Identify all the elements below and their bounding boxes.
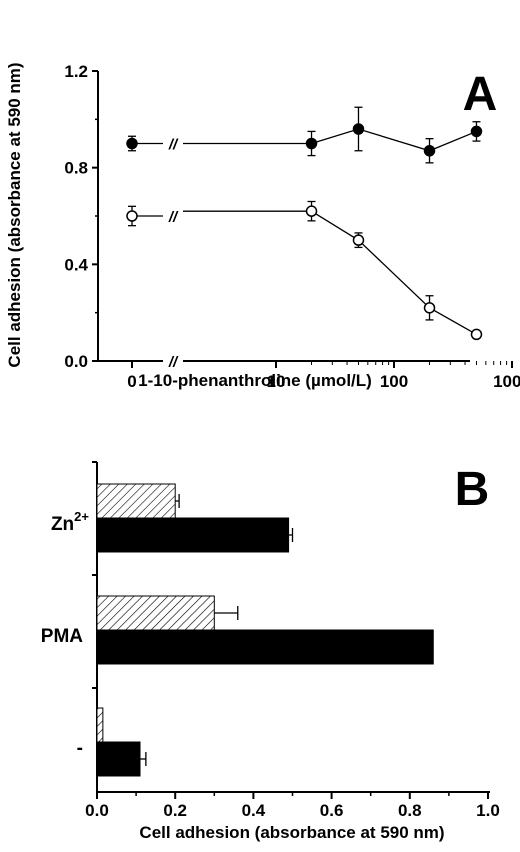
panel-b-category-label: Zn2+ xyxy=(51,509,89,535)
panel-b-x-tick-label: 0.0 xyxy=(85,801,109,820)
panel-b-x-tick-label: 0.4 xyxy=(242,801,266,820)
panel-b-x-axis-label: Cell adhesion (absorbance at 590 nm) xyxy=(139,823,444,842)
panel-a-x-tick-label: 0 xyxy=(127,372,136,391)
panel-a-series-1-point xyxy=(423,302,436,314)
panel-b-letter: B xyxy=(455,463,490,516)
panel-b-category-label: - xyxy=(77,738,83,759)
panel-a-series-0-point xyxy=(305,137,318,150)
panel-a-axis-break-marker: // xyxy=(168,354,179,371)
panel-a-series-0-point xyxy=(352,123,365,135)
panel-b-x-tick-label: 1.0 xyxy=(476,801,500,820)
panel-b-marks xyxy=(96,483,434,777)
panel-b-category-label: PMA xyxy=(41,626,84,647)
panel-a-x-axis-label: 1-10-phenanthroline (µmol/L) xyxy=(138,371,372,390)
panel-b-x-tick-label: 0.2 xyxy=(163,801,187,820)
panel-b-bar-solid xyxy=(96,741,141,777)
panel-a-marks: // // xyxy=(126,106,483,341)
panel-b-bar-hatched xyxy=(96,595,215,631)
panel-a-axes: // 0.0 0.4 0.8 1.2 0 10 100 1000 xyxy=(64,62,520,391)
panel-a-y-tick-label: 1.2 xyxy=(64,62,88,81)
panel-b-bar-hatched xyxy=(96,483,176,519)
panel-a-series-0-point xyxy=(126,137,138,150)
panel-a-letter: A xyxy=(463,68,498,121)
panel-b-x-tick-label: 0.6 xyxy=(320,801,344,820)
panel-a-x-tick-label: 10 xyxy=(267,372,286,391)
panel-b-x-tick-label: 0.8 xyxy=(398,801,422,820)
panel-a-y-tick-label: 0.8 xyxy=(64,159,88,178)
panel-a-series-1-point xyxy=(352,234,365,246)
panel-a-x-tick-label: 1000 xyxy=(493,372,520,391)
panel-a-series-0-point xyxy=(423,145,436,157)
panel-a-series-1-point xyxy=(470,328,483,341)
shared-y-axis-label: Cell adhesion (absorbance at 590 nm) xyxy=(5,62,24,367)
panel-b-bar-hatched xyxy=(96,707,104,743)
panel-b-bar-solid xyxy=(96,629,434,665)
panel-a-series-1-point xyxy=(305,205,318,217)
panel-a-series-1-break-marker: // xyxy=(168,209,179,226)
panel-b: B 0.0 0.2 0.4 0.6 0.8 1.0 Zn2+ PMA - Cell adhesi… xyxy=(41,461,500,842)
panel-a-series-0-line xyxy=(311,128,477,152)
panel-a-series-1-line xyxy=(311,210,477,335)
panel-a-series-1-point xyxy=(126,210,138,222)
panel-b-bar-solid xyxy=(96,517,290,553)
panel-a: A // 0.0 0.4 0.8 1.2 0 10 100 1000 // // 1-10-phe… xyxy=(64,62,520,391)
panel-a-x-tick-label: 100 xyxy=(380,372,408,391)
panel-a-y-tick-label: 0.0 xyxy=(64,352,88,371)
panel-a-series-0-break-marker: // xyxy=(168,137,179,154)
panel-a-series-0-point xyxy=(470,125,483,138)
panel-a-y-tick-label: 0.4 xyxy=(64,255,88,274)
